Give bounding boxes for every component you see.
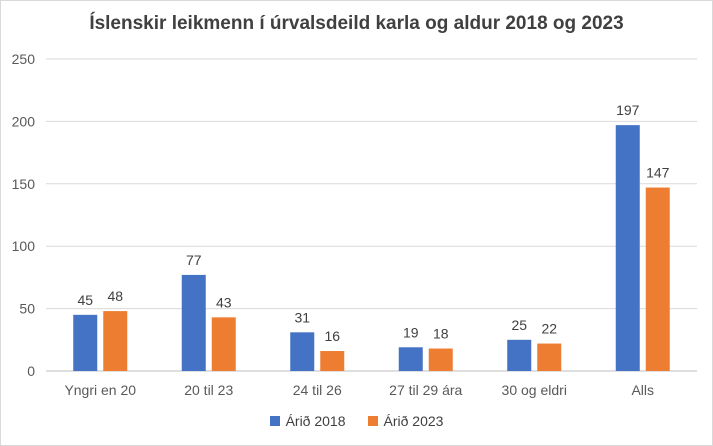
bar-2023 xyxy=(645,187,670,371)
x-tick-label: 20 til 23 xyxy=(184,382,233,398)
data-label: 48 xyxy=(107,288,123,304)
y-tick-label: 150 xyxy=(12,176,36,192)
bar-2018 xyxy=(181,274,206,371)
data-label: 31 xyxy=(294,309,310,325)
data-label: 45 xyxy=(77,292,93,308)
bar-2023 xyxy=(103,311,128,371)
bar-2023 xyxy=(537,343,562,371)
y-tick-label: 100 xyxy=(12,238,36,254)
data-label: 77 xyxy=(186,252,202,268)
legend-swatch-2023 xyxy=(367,416,378,426)
bar-2018 xyxy=(73,314,98,371)
x-tick-label: 30 og eldri xyxy=(502,382,567,398)
data-label: 147 xyxy=(646,165,670,181)
legend: Árið 2018 Árið 2023 xyxy=(1,413,712,429)
y-axis-ticks: 0 50 100 150 200 250 xyxy=(12,51,36,379)
legend-label-2023: Árið 2023 xyxy=(383,413,444,429)
bar-2023 xyxy=(211,317,236,371)
data-label: 16 xyxy=(324,328,340,344)
y-tick-label: 200 xyxy=(12,113,36,129)
y-tick-label: 50 xyxy=(19,301,35,317)
x-axis-ticks: Yngri en 20 20 til 23 24 til 26 27 til 29 á… xyxy=(64,382,654,398)
legend-swatch-2018 xyxy=(269,416,280,426)
x-tick-label: 24 til 26 xyxy=(293,382,342,398)
bar-2018 xyxy=(507,339,532,371)
bar-2018 xyxy=(615,125,640,371)
legend-entry-2018: Árið 2018 xyxy=(269,413,346,429)
y-tick-label: 0 xyxy=(27,363,35,379)
y-tick-label: 250 xyxy=(12,51,36,67)
x-tick-label: 27 til 29 ára xyxy=(389,382,462,398)
data-label: 197 xyxy=(616,102,640,118)
data-label: 18 xyxy=(433,326,449,342)
bar-2023 xyxy=(320,351,345,371)
bar-2023 xyxy=(428,348,453,371)
bar-2018 xyxy=(398,347,423,371)
x-tick-label: Alls xyxy=(631,382,654,398)
bars xyxy=(73,125,670,371)
data-label: 22 xyxy=(541,321,557,337)
data-label: 25 xyxy=(511,317,527,333)
chart-title: Íslenskir leikmenn í úrvalsdeild karla o… xyxy=(89,13,624,34)
data-labels: 45 48 77 43 31 16 19 18 25 22 197 147 xyxy=(77,102,669,344)
legend-label-2018: Árið 2018 xyxy=(285,413,346,429)
bar-2018 xyxy=(290,332,315,371)
gridlines xyxy=(46,58,697,372)
data-label: 19 xyxy=(403,324,419,340)
legend-entry-2023: Árið 2023 xyxy=(367,413,444,429)
data-label: 43 xyxy=(216,294,232,310)
x-tick-label: Yngri en 20 xyxy=(64,382,136,398)
